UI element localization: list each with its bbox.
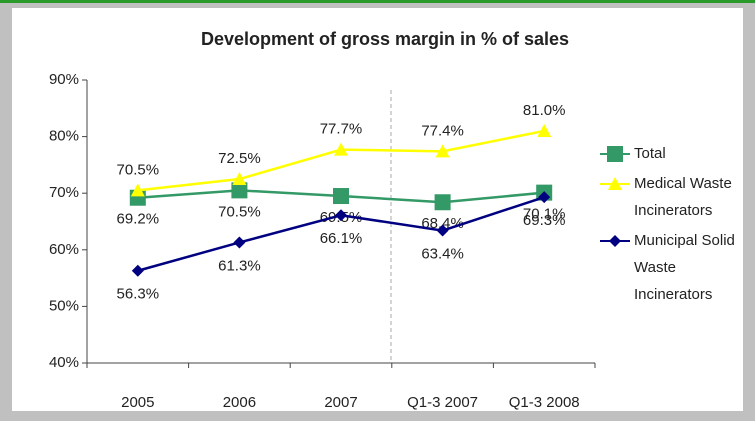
data-label: 77.7% [320, 121, 363, 138]
y-tick-label: 50% [49, 297, 79, 314]
x-tick-label: Q1-3 2008 [509, 394, 580, 411]
data-label: 61.3% [218, 257, 261, 274]
y-tick-label: 40% [49, 354, 79, 371]
legend-entry: Total [598, 140, 748, 167]
marker [538, 191, 551, 204]
x-tick-label: 2007 [324, 394, 357, 411]
data-label: 69.3% [523, 212, 566, 229]
data-label: 81.0% [523, 102, 566, 119]
marker [130, 183, 145, 197]
legend-entry: Municipal Solid Waste Incinerators [598, 227, 748, 308]
y-tick-label: 60% [49, 241, 79, 258]
legend-icon [600, 235, 630, 247]
data-label: 77.4% [421, 122, 464, 139]
y-tick-label: 80% [49, 128, 79, 145]
marker [434, 194, 451, 211]
data-label: 70.1% [523, 206, 566, 223]
marker [335, 209, 347, 222]
chart-area [12, 8, 743, 411]
marker [131, 264, 144, 277]
data-label: 56.3% [117, 286, 160, 303]
data-label: 63.4% [421, 246, 464, 263]
marker [333, 188, 349, 205]
legend: Total Medical Waste Incinerators Municipal… [598, 140, 748, 311]
legend-label: Total [634, 145, 666, 162]
marker [231, 182, 248, 199]
data-label: 69.2% [117, 211, 160, 228]
y-tick-label: 70% [49, 184, 79, 201]
data-label: 72.5% [218, 150, 261, 167]
legend-label: Medical Waste Incinerators [634, 175, 732, 219]
legend-icon [600, 177, 630, 190]
marker [232, 172, 247, 186]
marker [537, 123, 552, 137]
x-tick-label: 2006 [223, 394, 256, 411]
marker [607, 146, 623, 162]
data-label: 70.5% [117, 161, 160, 178]
y-tick-label: 90% [49, 71, 79, 88]
top-border [0, 0, 755, 3]
legend-entry: Medical Waste Incinerators [598, 170, 748, 224]
marker [233, 236, 246, 249]
chart-title: Development of gross margin in % of sale… [201, 29, 569, 49]
marker [334, 142, 348, 156]
marker [609, 235, 621, 247]
marker [435, 144, 450, 158]
marker [436, 224, 449, 237]
data-label: 66.1% [320, 230, 363, 247]
x-tick-label: 2005 [121, 394, 154, 411]
data-label: 70.5% [218, 203, 261, 220]
marker [608, 177, 622, 190]
legend-icon [600, 146, 630, 162]
legend-label: Municipal Solid Waste Incinerators [634, 232, 735, 303]
x-tick-label: Q1-3 2007 [407, 394, 478, 411]
